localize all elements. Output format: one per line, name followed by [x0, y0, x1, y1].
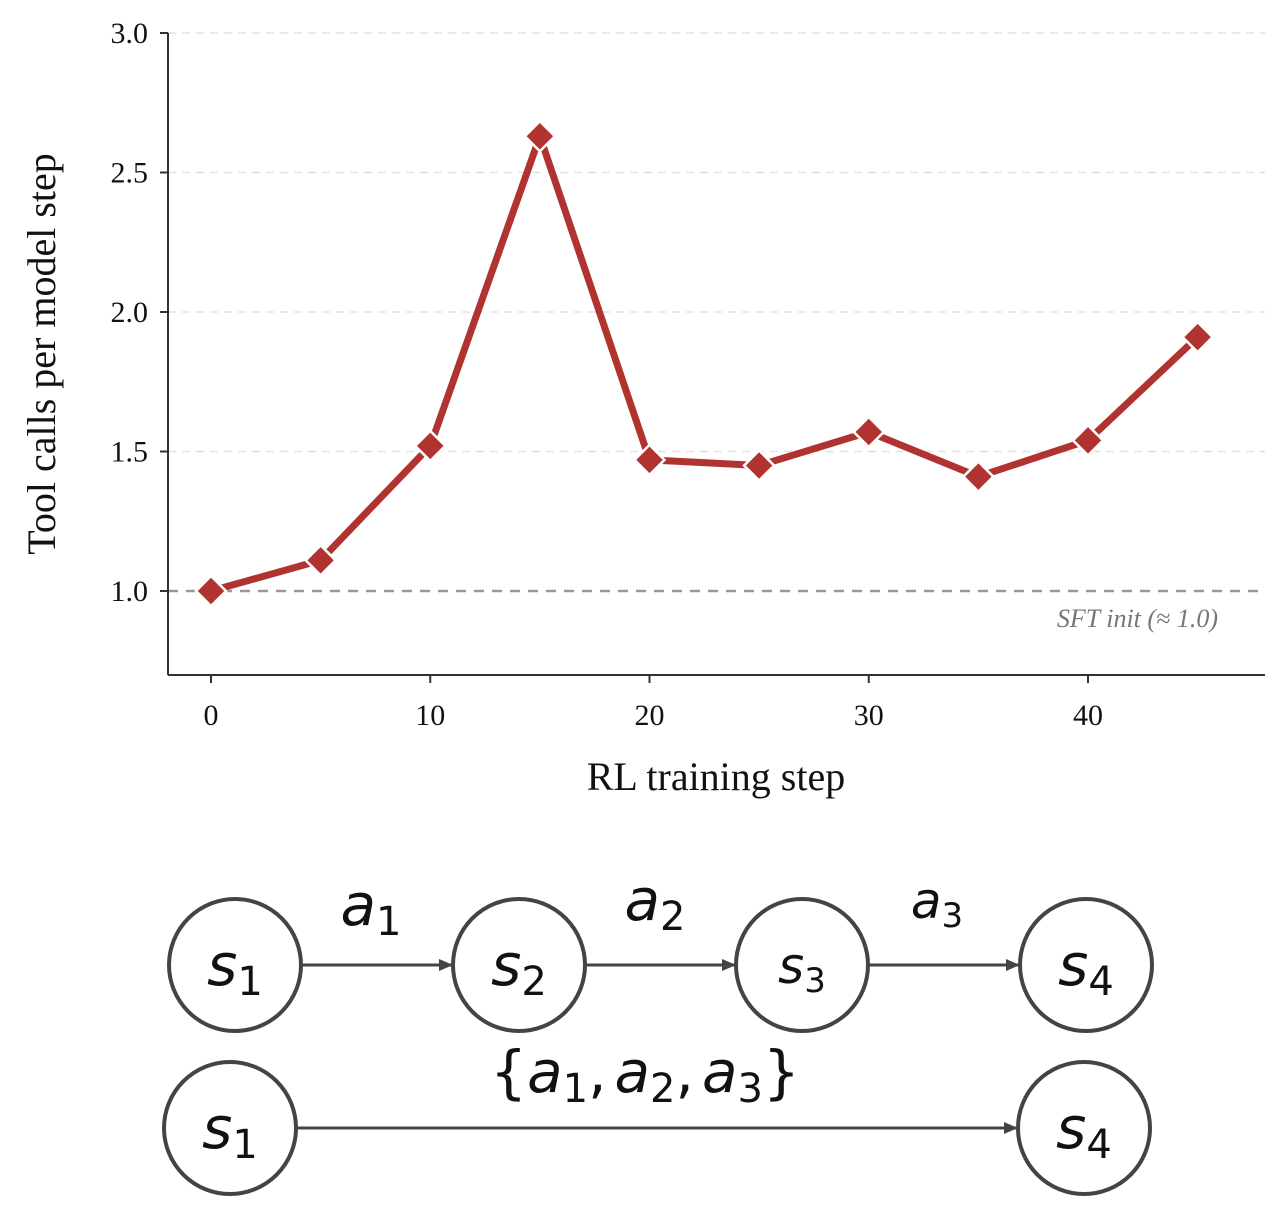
y-tick-label: 2.0 — [111, 296, 149, 329]
y-axis-title: Tool calls per model step — [19, 153, 64, 555]
state-node-s3: s3 — [734, 897, 870, 1033]
line-chart: SFT init (≈ 1.0) 0 10 20 30 40 1.0 1.5 2.0 2.5 3… — [19, 17, 1265, 799]
state-node-s2: s2 — [451, 897, 587, 1033]
x-tick-label: 40 — [1073, 699, 1103, 732]
data-point-marker — [851, 415, 886, 449]
svg-text:s4: s4 — [1056, 1094, 1112, 1168]
data-point-marker — [194, 574, 228, 608]
svg-text:s1: s1 — [207, 931, 263, 1005]
x-tick-label: 10 — [415, 699, 445, 732]
x-tick-label: 30 — [854, 699, 884, 732]
state-node-s1: s1 — [167, 897, 303, 1033]
x-tick-label: 0 — [204, 699, 219, 732]
y-tick-label: 1.5 — [111, 436, 149, 469]
data-point-marker — [1071, 423, 1105, 458]
series-line — [207, 132, 1202, 595]
x-axis-title: RL training step — [587, 754, 845, 799]
action-set-label: {a1, a2, a3} — [490, 1038, 800, 1112]
action-label-a1: a1 — [341, 871, 402, 945]
svg-text:s3: s3 — [778, 937, 826, 1001]
y-tick-label: 1.0 — [111, 575, 149, 608]
state-node-s4-row2: s4 — [1016, 1060, 1152, 1196]
data-point-marker — [523, 119, 557, 153]
y-axis-ticks: 1.0 1.5 2.0 2.5 3.0 — [111, 17, 168, 608]
svg-text:s4: s4 — [1058, 931, 1114, 1005]
action-label-a3: a3 — [911, 872, 963, 936]
reference-line-label: SFT init (≈ 1.0) — [1057, 604, 1218, 633]
data-point-marker — [303, 543, 338, 578]
x-axis-ticks: 0 10 20 30 40 — [204, 675, 1103, 732]
x-tick-label: 20 — [635, 699, 665, 732]
data-point-marker — [413, 429, 448, 463]
data-point-marker — [742, 448, 776, 483]
svg-text:s2: s2 — [491, 931, 547, 1005]
data-point-marker — [961, 459, 996, 494]
y-tick-label: 3.0 — [111, 17, 149, 50]
data-point-marker — [1180, 320, 1215, 354]
svg-text:s1: s1 — [202, 1094, 258, 1168]
grid-lines — [168, 32, 1265, 453]
data-point-marker — [632, 443, 667, 477]
state-action-diagram: s1 s2 s3 s4 a1 a2 a3 — [162, 866, 1154, 1196]
state-node-s4: s4 — [1018, 897, 1154, 1033]
action-label-a2: a2 — [625, 866, 686, 940]
y-tick-label: 2.5 — [111, 157, 149, 190]
series-markers — [194, 119, 1215, 608]
state-node-s1-row2: s1 — [162, 1060, 298, 1196]
